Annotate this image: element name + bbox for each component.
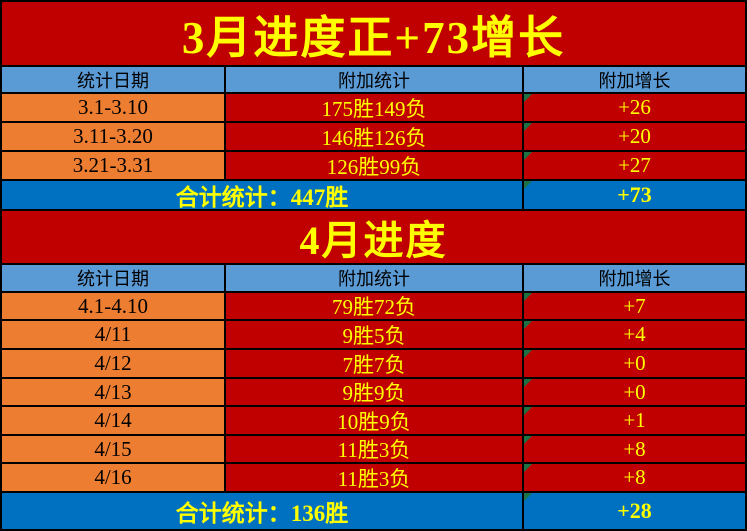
error-flag-icon bbox=[524, 493, 532, 501]
march-row3-stats-cell[interactable]: 126胜99负 bbox=[226, 152, 522, 179]
march-header-date[interactable]: 统计日期 bbox=[2, 67, 224, 92]
april-row3-date-cell[interactable]: 4/12 bbox=[2, 350, 224, 377]
april-row4-stats-cell[interactable]: 9胜9负 bbox=[226, 379, 522, 405]
april-row7-stats-cell[interactable]: 11胜3负 bbox=[226, 464, 522, 491]
error-flag-icon bbox=[524, 379, 532, 387]
gain-value: +8 bbox=[623, 436, 646, 461]
april-summary-total-cell[interactable]: 合计统计：136胜 bbox=[2, 493, 522, 529]
march-summary-total-cell[interactable]: 合计统计：447胜 bbox=[2, 181, 522, 209]
april-summary-gain-cell[interactable]: +28 bbox=[524, 493, 745, 529]
april-row5-gain-cell[interactable]: +1 bbox=[524, 407, 745, 434]
april-row7-date-cell[interactable]: 4/16 bbox=[2, 464, 224, 491]
march-header-stats[interactable]: 附加统计 bbox=[226, 67, 522, 92]
april-row1-gain-cell[interactable]: +7 bbox=[524, 293, 745, 319]
march-row1-gain-cell[interactable]: +26 bbox=[524, 94, 745, 121]
april-row6-date-cell[interactable]: 4/15 bbox=[2, 436, 224, 462]
gain-value: +20 bbox=[618, 124, 651, 148]
gain-value: +8 bbox=[623, 465, 646, 489]
gain-value: +1 bbox=[623, 408, 646, 432]
april-header-gain[interactable]: 附加增长 bbox=[524, 265, 745, 291]
march-summary-gain-cell[interactable]: +73 bbox=[524, 181, 745, 209]
march-row1-stats-cell[interactable]: 175胜149负 bbox=[226, 94, 522, 121]
gain-value: +28 bbox=[617, 498, 652, 523]
april-title-cell[interactable]: 4月进度 bbox=[2, 211, 745, 263]
april-row7-gain-cell[interactable]: +8 bbox=[524, 464, 745, 491]
march-row3-gain-cell[interactable]: +27 bbox=[524, 152, 745, 179]
march-row1-date-cell[interactable]: 3.1-3.10 bbox=[2, 94, 224, 121]
error-flag-icon bbox=[524, 181, 532, 189]
gain-value: +0 bbox=[623, 351, 646, 375]
april-row6-stats-cell[interactable]: 11胜3负 bbox=[226, 436, 522, 462]
error-flag-icon bbox=[524, 407, 532, 415]
march-row2-gain-cell[interactable]: +20 bbox=[524, 123, 745, 150]
gain-value: +27 bbox=[618, 153, 651, 177]
march-row2-date-cell[interactable]: 3.11-3.20 bbox=[2, 123, 224, 150]
error-flag-icon bbox=[524, 436, 532, 444]
gain-value: +4 bbox=[623, 322, 646, 346]
gain-value: +73 bbox=[617, 182, 652, 207]
error-flag-icon bbox=[524, 293, 532, 301]
april-row3-gain-cell[interactable]: +0 bbox=[524, 350, 745, 377]
march-header-gain[interactable]: 附加增长 bbox=[524, 67, 745, 92]
march-title-cell[interactable]: 3月进度正+73增长 bbox=[2, 2, 745, 65]
april-header-stats[interactable]: 附加统计 bbox=[226, 265, 522, 291]
gain-value: +7 bbox=[623, 293, 646, 318]
gain-value: +26 bbox=[618, 95, 651, 119]
april-header-date[interactable]: 统计日期 bbox=[2, 265, 224, 291]
april-row4-gain-cell[interactable]: +0 bbox=[524, 379, 745, 405]
error-flag-icon bbox=[524, 152, 532, 160]
april-row3-stats-cell[interactable]: 7胜7负 bbox=[226, 350, 522, 377]
april-row2-date-cell[interactable]: 4/11 bbox=[2, 321, 224, 348]
april-row2-stats-cell[interactable]: 9胜5负 bbox=[226, 321, 522, 348]
april-row1-date-cell[interactable]: 4.1-4.10 bbox=[2, 293, 224, 319]
gain-value: +0 bbox=[623, 379, 646, 404]
error-flag-icon bbox=[524, 350, 532, 358]
error-flag-icon bbox=[524, 123, 532, 131]
march-row2-stats-cell[interactable]: 146胜126负 bbox=[226, 123, 522, 150]
april-row1-stats-cell[interactable]: 79胜72负 bbox=[226, 293, 522, 319]
april-row5-stats-cell[interactable]: 10胜9负 bbox=[226, 407, 522, 434]
april-row2-gain-cell[interactable]: +4 bbox=[524, 321, 745, 348]
error-flag-icon bbox=[524, 94, 532, 102]
march-row3-date-cell[interactable]: 3.21-3.31 bbox=[2, 152, 224, 179]
april-row5-date-cell[interactable]: 4/14 bbox=[2, 407, 224, 434]
april-row4-date-cell[interactable]: 4/13 bbox=[2, 379, 224, 405]
error-flag-icon bbox=[524, 464, 532, 472]
april-row6-gain-cell[interactable]: +8 bbox=[524, 436, 745, 462]
error-flag-icon bbox=[524, 321, 532, 329]
